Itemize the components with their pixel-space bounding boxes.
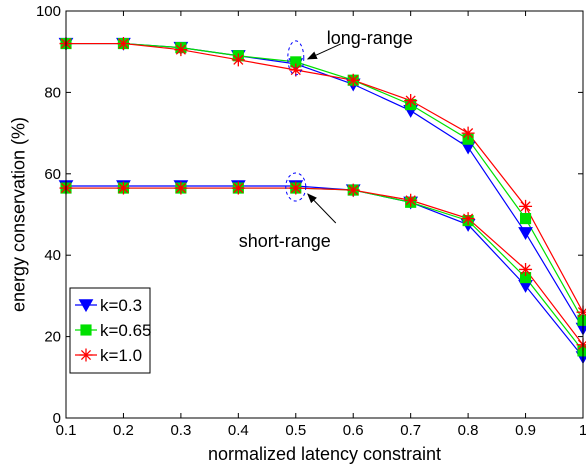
- y-axis-label: energy conservation (%): [8, 117, 28, 312]
- annotation-long-range: long-range: [327, 28, 413, 48]
- data-point-short-range-k=1.0: [231, 181, 245, 195]
- data-point-long-range-k=1.0: [289, 63, 303, 77]
- data-point-short-range-k=1.0: [519, 262, 533, 276]
- data-point-long-range-k=1.0: [346, 73, 360, 87]
- x-tick-label: 0.1: [56, 422, 77, 439]
- series-line-short-range-k=1.0: [66, 187, 584, 346]
- highlight-ellipse-short-range: [285, 172, 307, 202]
- series-line-short-range-k=0.3: [66, 185, 584, 358]
- x-tick-label: 0.6: [343, 422, 364, 439]
- x-tick-label: 0.7: [400, 422, 421, 439]
- data-point-long-range-k=1.0: [231, 53, 245, 67]
- data-point-long-range-k=1.0: [404, 94, 418, 108]
- data-point-short-range-k=1.0: [346, 183, 360, 197]
- plot-marks: [58, 37, 586, 365]
- annotation-short-range: short-range: [239, 231, 331, 251]
- x-axis-label: normalized latency constraint: [208, 444, 441, 464]
- legend: k=0.3 k=0.65 k=1.0: [69, 287, 152, 374]
- data-point-long-range-k=1.0: [519, 199, 533, 213]
- legend-label: k=1.0: [100, 346, 142, 365]
- x-tick-label: 0.9: [515, 422, 536, 439]
- arrow-long-range: [306, 43, 341, 60]
- legend-label: k=0.65: [100, 321, 152, 340]
- y-tick-label: 80: [44, 84, 61, 101]
- plot-frame: [65, 10, 584, 419]
- legend-marker: [79, 348, 93, 362]
- series-line-long-range-k=0.65: [66, 42, 584, 321]
- data-point-short-range-k=1.0: [461, 212, 475, 226]
- y-tick-label: 60: [44, 166, 61, 183]
- y-tick-label: 20: [44, 329, 61, 346]
- x-tick-label: 0.3: [170, 422, 191, 439]
- annotations: long-range short-range: [239, 28, 413, 251]
- data-point-short-range-k=1.0: [404, 193, 418, 207]
- x-tick-label: 0.8: [458, 422, 479, 439]
- data-point-long-range-k=0.3: [518, 227, 533, 240]
- data-point-short-range-k=1.0: [116, 181, 130, 195]
- arrow-short-range: [307, 193, 337, 224]
- legend-marker: [80, 324, 92, 336]
- x-tick-label: 1: [579, 422, 586, 439]
- axis-ticks: 0.1 0.2 0.3 0.4 0.5 0.6 0.7 0.8 0.9 1 0 20 40 60 80 100: [36, 3, 586, 439]
- series-line-long-range-k=1.0: [66, 42, 584, 313]
- legend-label: k=0.3: [100, 296, 142, 315]
- data-point-long-range-k=0.65: [519, 213, 532, 225]
- data-point-long-range-k=1.0: [174, 43, 188, 57]
- y-tick-label: 40: [44, 247, 61, 264]
- data-point-long-range-k=1.0: [461, 126, 475, 140]
- highlight-ellipse-long-range: [287, 40, 305, 76]
- x-tick-label: 0.5: [285, 422, 306, 439]
- y-tick-label: 100: [36, 3, 61, 20]
- legend-marker: [78, 299, 94, 313]
- data-point-long-range-k=1.0: [116, 37, 130, 51]
- x-tick-label: 0.4: [228, 422, 249, 439]
- data-point-short-range-k=1.0: [174, 181, 188, 195]
- data-point-short-range-k=1.0: [289, 181, 303, 195]
- x-tick-label: 0.2: [113, 422, 134, 439]
- y-tick-label: 0: [53, 410, 61, 427]
